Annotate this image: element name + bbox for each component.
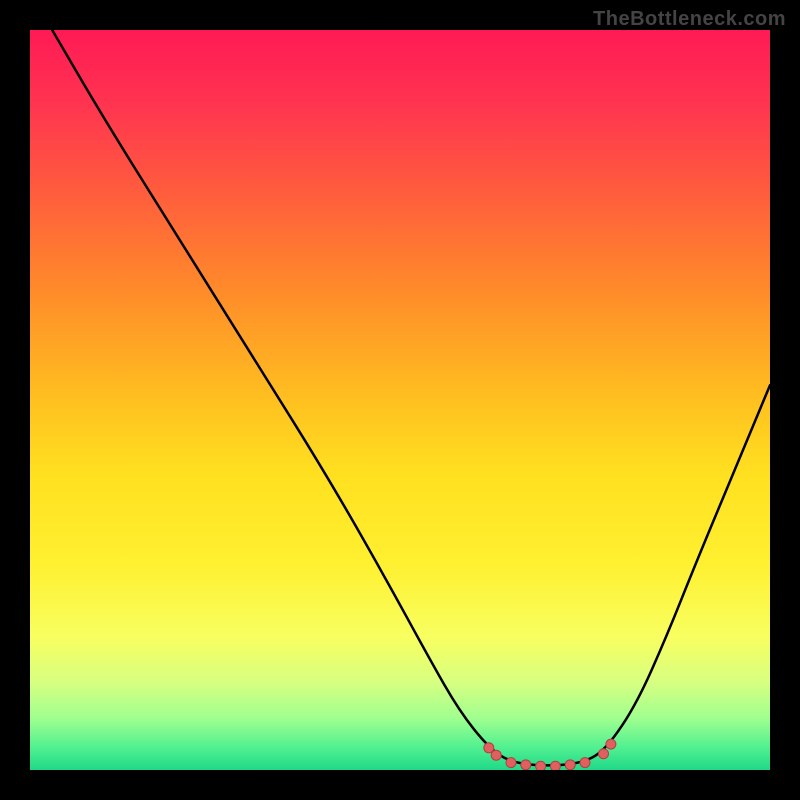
bottleneck-curve-chart bbox=[30, 30, 770, 770]
gradient-background bbox=[30, 30, 770, 770]
marker-point bbox=[484, 743, 494, 753]
chart-plot-area bbox=[30, 30, 770, 770]
marker-point bbox=[506, 758, 516, 768]
marker-point bbox=[580, 758, 590, 768]
marker-point bbox=[536, 761, 546, 770]
marker-point bbox=[550, 761, 560, 770]
marker-point bbox=[606, 739, 616, 749]
marker-point bbox=[521, 760, 531, 770]
marker-point bbox=[565, 760, 575, 770]
watermark-text: TheBottleneck.com bbox=[593, 8, 786, 31]
marker-point bbox=[599, 749, 609, 759]
marker-point bbox=[491, 750, 501, 760]
